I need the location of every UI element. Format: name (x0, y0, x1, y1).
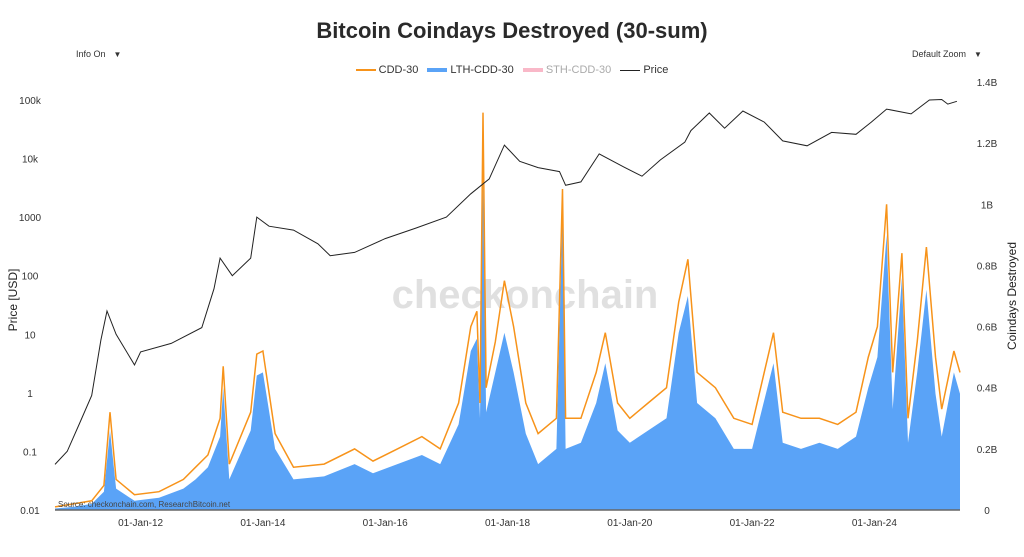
y-right-tick-label: 1.2B (977, 139, 998, 150)
legend-item-price[interactable]: Price (620, 64, 668, 76)
x-tick-label: 01-Jan-12 (118, 518, 163, 529)
legend-item-sth[interactable]: STH-CDD-30 (522, 64, 611, 76)
y-right-tick-label: 0.2B (977, 445, 998, 456)
chart-title: Bitcoin Coindays Destroyed (30-sum) (316, 18, 708, 43)
zoom-label: Default Zoom (912, 49, 967, 59)
y-left-tick-label: 0.1 (23, 447, 37, 458)
chevron-down-icon: ▼ (113, 50, 122, 59)
y-right-tick-label: 1.4B (977, 78, 998, 89)
y-right-axis-title: Coindays Destroyed (1005, 242, 1019, 350)
y-left-tick-label: 1 (27, 389, 33, 400)
x-tick-label: 01-Jan-22 (730, 518, 775, 529)
source-note: Source: checkonchain.com, ResearchBitcoi… (58, 500, 231, 509)
legend-item-lth[interactable]: LTH-CDD-30 (427, 64, 514, 76)
zoom-dropdown[interactable]: Default Zoom ▼ (906, 46, 988, 62)
y-left-tick-label: 100 (22, 272, 39, 283)
watermark: checkonchain (392, 273, 659, 317)
y-left-tick-label: 100k (19, 96, 42, 107)
y-right-tick-label: 1B (981, 200, 994, 211)
y-left-tick-label: 0.01 (20, 506, 40, 517)
chevron-down-icon: ▼ (974, 50, 982, 59)
y-right-tick-label: 0.8B (977, 261, 998, 272)
y-right-tick-label: 0.4B (977, 384, 998, 395)
y-left-tick-label: 1000 (19, 213, 42, 224)
cdd-line (54, 112, 961, 508)
x-tick-label: 01-Jan-20 (607, 518, 652, 529)
y-left-axis-title: Price [USD] (6, 269, 20, 332)
y-left-tick-label: 10 (24, 330, 36, 341)
legend: CDD-30 LTH-CDD-30 STH-CDD-30 Price (0, 64, 1024, 76)
x-tick-label: 01-Jan-24 (852, 518, 897, 529)
y-right-tick-label: 0.6B (977, 323, 998, 334)
legend-item-cdd[interactable]: CDD-30 (355, 64, 418, 76)
info-toggle-dropdown[interactable]: Info On ▼ (70, 46, 128, 62)
y-left-tick-label: 10k (22, 155, 39, 166)
x-tick-label: 01-Jan-16 (363, 518, 408, 529)
price-line (54, 98, 958, 465)
y-right-tick-label: 0 (984, 506, 990, 517)
x-tick-label: 01-Jan-14 (240, 518, 285, 529)
info-label: Info On (76, 49, 106, 59)
x-tick-label: 01-Jan-18 (485, 518, 530, 529)
lth-cdd-area (55, 167, 960, 510)
